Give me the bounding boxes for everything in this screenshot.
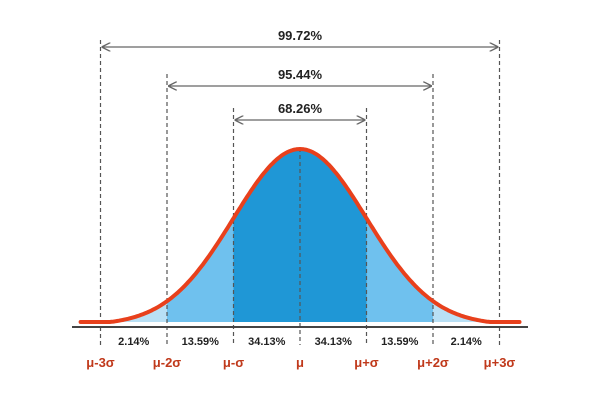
fill-tail-right <box>433 301 520 322</box>
curve-layer <box>78 147 522 324</box>
tick-label: μ+2σ <box>417 355 449 370</box>
interval-label: 68.26% <box>278 101 323 116</box>
band-label: 34.13% <box>248 336 286 348</box>
band-label: 13.59% <box>381 336 419 348</box>
tick-label: μ+σ <box>354 355 379 370</box>
interval-label: 95.44% <box>278 67 323 82</box>
band-label: 13.59% <box>182 336 220 348</box>
tick-label: μ <box>296 355 304 370</box>
band-label: 2.14% <box>451 336 482 348</box>
fill-tail-left <box>80 301 167 322</box>
x-tick-labels: μ-3σ μ-2σ μ-σ μ μ+σ μ+2σ μ+3σ <box>86 355 515 370</box>
interval-arrows: 68.26% 95.44% 99.72% <box>103 28 498 120</box>
interval-label: 99.72% <box>278 28 323 43</box>
tick-label: μ-σ <box>223 355 244 370</box>
tick-label: μ-2σ <box>153 355 182 370</box>
band-percentage-labels: 2.14% 13.59% 34.13% 34.13% 13.59% 2.14% <box>118 336 482 348</box>
bell-curve <box>78 147 522 324</box>
band-label: 34.13% <box>315 336 353 348</box>
sigma-guide-lines <box>99 40 501 345</box>
tick-label: μ-3σ <box>86 355 115 370</box>
band-label: 2.14% <box>118 336 149 348</box>
tick-label: μ+3σ <box>484 355 516 370</box>
